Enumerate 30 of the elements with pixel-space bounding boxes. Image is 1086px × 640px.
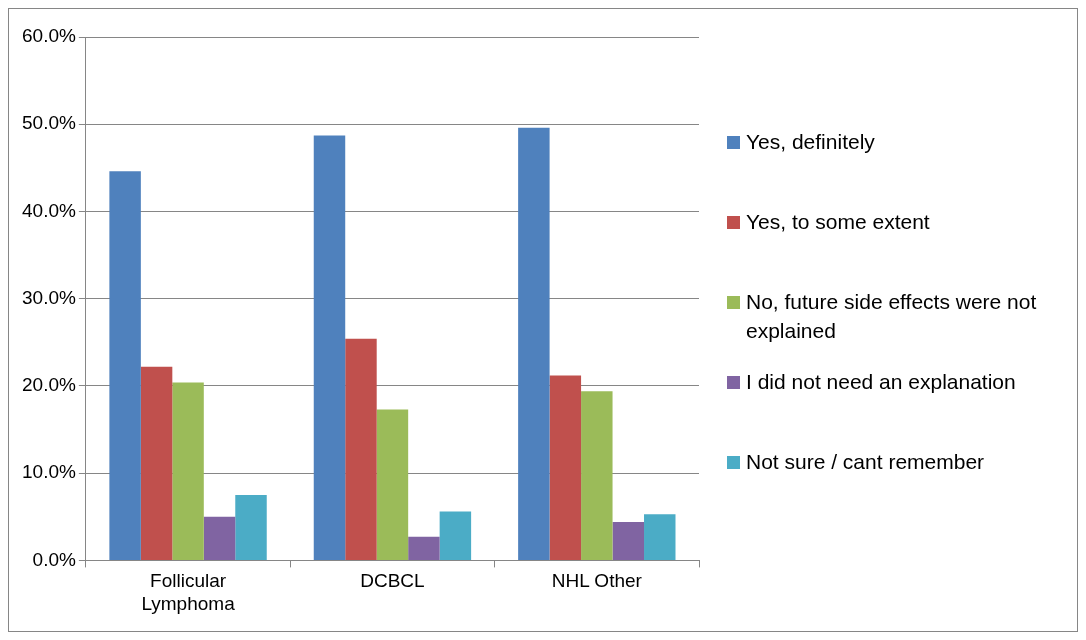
legend-label: Not sure / cant remember bbox=[746, 449, 985, 475]
bar bbox=[376, 409, 409, 560]
legend-label: Yes, definitely bbox=[746, 129, 875, 155]
bar bbox=[408, 536, 440, 560]
bar bbox=[203, 516, 236, 560]
legend-label: Yes, to some extent bbox=[746, 209, 930, 235]
x-tick-label: DCBCL bbox=[360, 570, 425, 592]
y-tick-label: 0.0% bbox=[32, 548, 76, 570]
x-tick-label: NHL Other bbox=[551, 570, 643, 592]
bar bbox=[612, 522, 645, 560]
y-tick-label: 40.0% bbox=[22, 199, 76, 221]
bar bbox=[644, 514, 676, 560]
y-tick-label: 50.0% bbox=[22, 112, 76, 134]
bar bbox=[140, 366, 173, 560]
x-tick-label: Follicular Lymphoma bbox=[141, 570, 236, 614]
bar bbox=[439, 511, 472, 560]
legend-label: No, future side effects were not explained bbox=[746, 289, 1038, 344]
bar bbox=[172, 382, 204, 560]
bar bbox=[313, 135, 346, 560]
y-tick-label: 30.0% bbox=[22, 286, 76, 308]
y-tick-label: 10.0% bbox=[22, 461, 76, 483]
legend-label: I did not need an explanation bbox=[746, 369, 1016, 395]
bar bbox=[235, 494, 267, 560]
bar bbox=[581, 391, 613, 560]
bar bbox=[345, 338, 377, 560]
y-tick-label: 20.0% bbox=[22, 374, 76, 396]
bar bbox=[549, 375, 582, 560]
y-tick-label: 60.0% bbox=[22, 25, 76, 47]
bar bbox=[109, 171, 141, 560]
bar bbox=[518, 127, 550, 560]
